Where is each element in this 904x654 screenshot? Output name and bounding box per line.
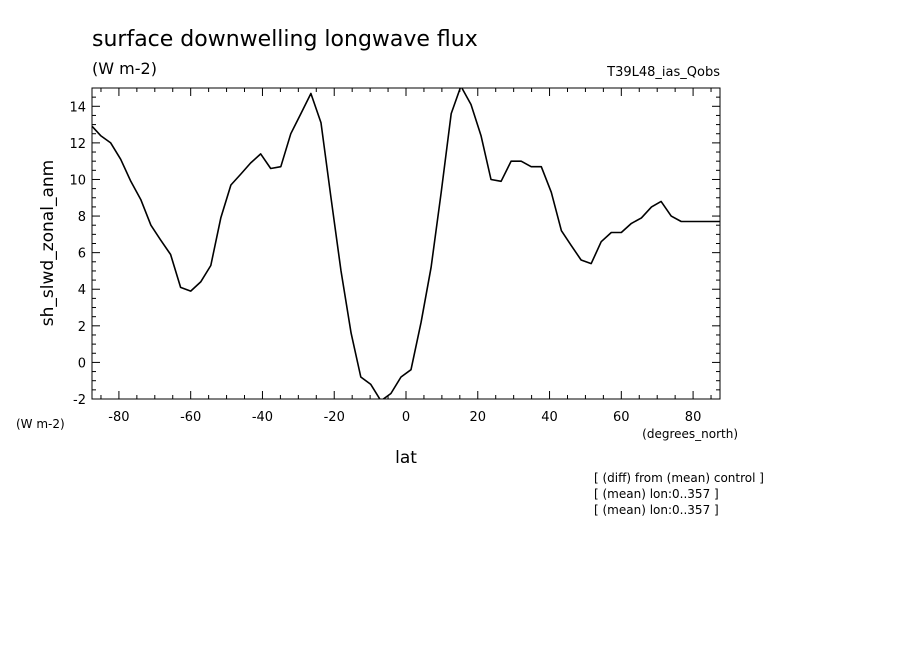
y-tick-labels: -2 0 2 4 6 8 10 12 14 — [69, 100, 86, 408]
x-tick-labels: -80 -60 -40 -20 0 20 40 60 80 — [108, 410, 701, 425]
x-tick-label: 60 — [613, 410, 630, 425]
chart-title: surface downwelling longwave flux — [92, 27, 478, 52]
y-tick-label: 12 — [69, 137, 86, 152]
x-tick-label: -20 — [324, 410, 345, 425]
x-tick-label: 20 — [469, 410, 486, 425]
y-tick-label: 0 — [78, 356, 86, 371]
note-line-3: [ (mean) lon:0..357 ] — [594, 503, 719, 517]
tick-marks — [92, 87, 720, 400]
x-tick-label: -80 — [108, 410, 129, 425]
x-tick-label: -60 — [180, 410, 201, 425]
x-axis-label: lat — [395, 448, 417, 468]
y-tick-label: -2 — [73, 393, 86, 408]
x-tick-label: 0 — [402, 410, 410, 425]
x-tick-label: -40 — [252, 410, 273, 425]
plot-frame — [91, 87, 721, 400]
y-tick-label: 10 — [69, 173, 86, 188]
y-axis-label: sh_slwd_zonal_anm — [38, 160, 58, 326]
note-line-2: [ (mean) lon:0..357 ] — [594, 487, 719, 501]
x-units-label: (degrees_north) — [642, 427, 738, 441]
y-tick-label: 8 — [78, 210, 86, 225]
series-line-0 — [92, 88, 720, 399]
y-tick-label: 4 — [78, 283, 86, 298]
experiment-label: T39L48_ias_Qobs — [606, 65, 720, 80]
y-tick-label: 6 — [78, 247, 86, 262]
note-line-1: [ (diff) from (mean) control ] — [594, 471, 764, 485]
x-tick-label: 80 — [685, 410, 702, 425]
y-tick-label: 14 — [69, 100, 86, 115]
x-tick-label: 40 — [541, 410, 558, 425]
chart-subtitle: (W m-2) — [92, 59, 157, 78]
y-units-label: (W m-2) — [16, 417, 65, 431]
y-tick-label: 2 — [78, 320, 86, 335]
series-layer — [92, 88, 720, 399]
